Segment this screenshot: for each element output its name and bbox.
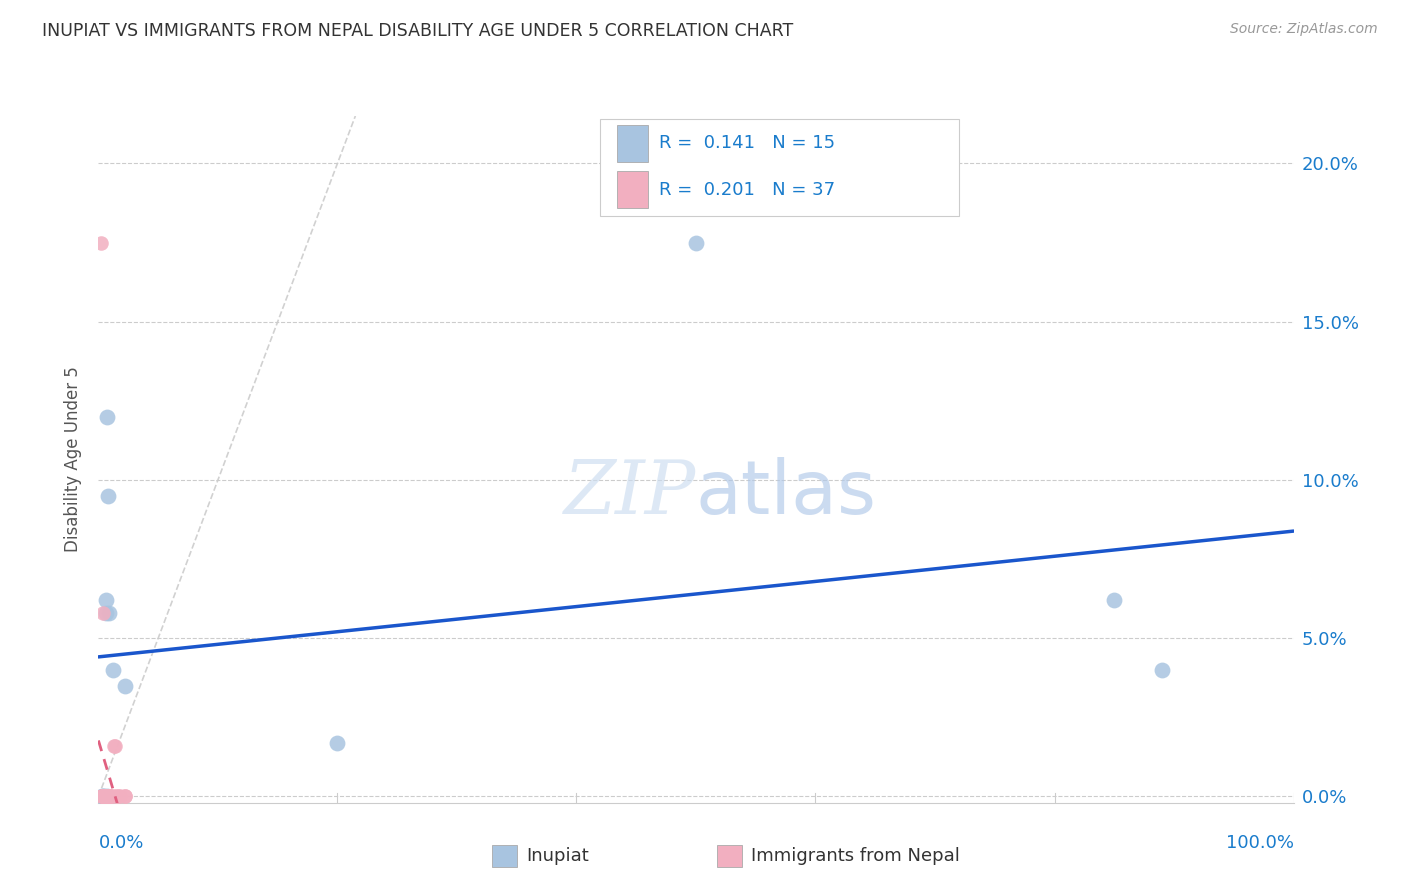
Text: ZIP: ZIP — [564, 458, 696, 530]
Point — [326, 736, 349, 750]
Point — [91, 789, 114, 804]
Point — [98, 606, 121, 620]
Point — [107, 789, 129, 804]
Point — [91, 789, 114, 804]
Point — [91, 789, 114, 804]
Point — [103, 739, 125, 753]
Point — [91, 789, 114, 804]
Text: R =  0.141   N = 15: R = 0.141 N = 15 — [659, 135, 835, 153]
Point — [1102, 593, 1125, 607]
Point — [94, 789, 117, 804]
Point — [93, 789, 115, 804]
Point — [96, 789, 118, 804]
Point — [93, 789, 115, 804]
Point — [98, 789, 121, 804]
Point — [96, 409, 118, 424]
Text: R =  0.201   N = 37: R = 0.201 N = 37 — [659, 180, 835, 199]
Point — [101, 789, 124, 804]
Point — [98, 789, 122, 804]
Point — [93, 789, 115, 804]
Text: Immigrants from Nepal: Immigrants from Nepal — [751, 847, 960, 865]
Text: Inupiat: Inupiat — [526, 847, 589, 865]
Point — [97, 789, 120, 804]
Point — [98, 789, 121, 804]
Point — [96, 789, 118, 804]
Point — [93, 789, 115, 804]
Point — [105, 789, 128, 804]
Point — [98, 789, 122, 804]
Text: INUPIAT VS IMMIGRANTS FROM NEPAL DISABILITY AGE UNDER 5 CORRELATION CHART: INUPIAT VS IMMIGRANTS FROM NEPAL DISABIL… — [42, 22, 793, 40]
Point — [94, 789, 117, 804]
Point — [91, 789, 114, 804]
Point — [97, 489, 120, 503]
Text: atlas: atlas — [696, 458, 877, 530]
Point — [104, 739, 127, 753]
Y-axis label: Disability Age Under 5: Disability Age Under 5 — [65, 367, 83, 552]
Point — [1150, 663, 1173, 677]
Point — [94, 789, 117, 804]
Text: 0.0%: 0.0% — [98, 834, 143, 852]
Point — [93, 789, 115, 804]
Text: 100.0%: 100.0% — [1226, 834, 1294, 852]
Point — [108, 789, 131, 804]
Point — [91, 606, 114, 620]
Point — [114, 789, 136, 804]
Point — [94, 606, 117, 620]
Point — [114, 789, 136, 804]
Point — [91, 789, 114, 804]
Point — [98, 789, 122, 804]
Point — [98, 789, 122, 804]
Point — [91, 789, 114, 804]
Point — [101, 663, 124, 677]
Point — [91, 789, 114, 804]
Point — [91, 789, 114, 804]
Point — [96, 789, 118, 804]
Point — [97, 789, 120, 804]
Point — [114, 679, 136, 693]
Point — [96, 789, 118, 804]
Point — [94, 789, 117, 804]
Point — [97, 789, 120, 804]
Point — [94, 593, 117, 607]
Point — [90, 235, 112, 250]
Text: Source: ZipAtlas.com: Source: ZipAtlas.com — [1230, 22, 1378, 37]
Point — [685, 235, 707, 250]
